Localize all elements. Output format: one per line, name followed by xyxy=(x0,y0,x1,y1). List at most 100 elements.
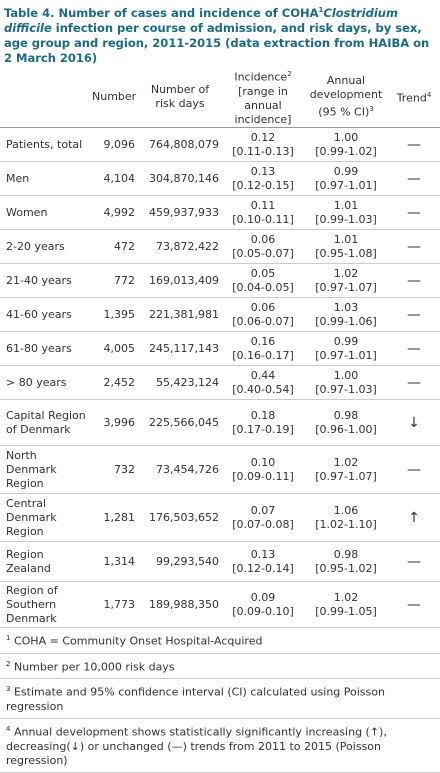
header-cell: Trend4 xyxy=(388,67,440,128)
cell-number: 1,281 xyxy=(90,493,138,542)
cell-incidence: 0.10 [0.09-0.11] xyxy=(222,445,304,494)
table-row: Region Zealand 1,314 99,293,540 0.13 [0.12-0… xyxy=(0,541,440,582)
annual-value: 0.99 xyxy=(333,164,359,178)
annual-ci: [0.99-1.03] xyxy=(315,212,377,226)
table-row: Capital Region of Denmark 3,996 225,566,04… xyxy=(0,399,440,446)
annual-value: 1.03 xyxy=(333,300,359,314)
incidence-value: 0.13 xyxy=(250,164,276,178)
annual-ci: [0.97-1.01] xyxy=(315,348,377,362)
annual-value: 1.01 xyxy=(333,232,359,246)
footnote-text: COHA = Community Onset Hospital-Acquired xyxy=(13,634,263,648)
header-cell: Number xyxy=(90,67,138,128)
row-label: 41-60 years xyxy=(0,297,90,332)
footnote-ref: 3 xyxy=(369,105,374,114)
incidence-value: 0.13 xyxy=(250,547,276,561)
annual-value: 1.06 xyxy=(333,503,359,517)
cell-risk-days: 169,013,409 xyxy=(138,263,222,298)
table-row: 21-40 years 772 169,013,409 0.05 [0.04-0.05]… xyxy=(0,263,440,298)
incidence-range: [0.05-0.07] xyxy=(232,246,294,260)
cell-incidence: 0.18 [0.17-0.19] xyxy=(222,399,304,446)
cell-annual: 1.01 [0.95-1.08] xyxy=(304,229,388,264)
cell-number: 2,452 xyxy=(90,365,138,400)
data-table: Number Number of risk days Incidence2 [ra… xyxy=(0,67,440,628)
cell-risk-days: 764,808,079 xyxy=(138,127,222,162)
cell-risk-days: 221,381,981 xyxy=(138,297,222,332)
incidence-range: [0.10-0.11] xyxy=(232,212,294,226)
annual-value: 0.98 xyxy=(333,408,359,422)
footnote-text: Number per 10,000 risk days xyxy=(13,660,175,674)
annual-ci: [0.96-1.00] xyxy=(315,422,377,436)
annual-ci: [0.99-1.02] xyxy=(315,144,377,158)
annual-value: 1.00 xyxy=(333,368,359,382)
footnote: 2 Number per 10,000 risk days xyxy=(0,654,440,680)
footnote-mark: 1 xyxy=(6,634,11,642)
incidence-value: 0.09 xyxy=(250,590,276,604)
table-row: 2-20 years 472 73,872,422 0.06 [0.05-0.07] 1.… xyxy=(0,229,440,264)
cell-trend: — xyxy=(388,541,440,582)
table-row: Men 4,104 304,870,146 0.13 [0.12-0.15] 0.99 [0… xyxy=(0,161,440,196)
cell-annual: 1.02 [0.97-1.07] xyxy=(304,263,388,298)
table-row: 61-80 years 4,005 245,117,143 0.16 [0.16-0.1… xyxy=(0,331,440,366)
header-text: [range in annual incidence] xyxy=(234,84,292,126)
annual-value: 0.98 xyxy=(333,547,359,561)
cell-trend: — xyxy=(388,127,440,162)
row-label: Central Denmark Region xyxy=(0,493,90,542)
annual-value: 1.02 xyxy=(333,266,359,280)
cell-number: 1,773 xyxy=(90,581,138,628)
incidence-value: 0.05 xyxy=(250,266,276,280)
title-text: Table 4. Number of cases and incidence o… xyxy=(4,5,319,20)
footnote-mark: 3 xyxy=(6,685,11,694)
table-row: > 80 years 2,452 55,423,124 0.44 [0.40-0.54]… xyxy=(0,365,440,400)
cell-annual: 0.99 [0.97-1.01] xyxy=(304,331,388,366)
table-body: Patients, total 9,096 764,808,079 0.12 [0.11… xyxy=(0,127,440,628)
cell-annual: 1.02 [0.99-1.05] xyxy=(304,581,388,628)
row-label: Capital Region of Denmark xyxy=(0,399,90,446)
title-italic: Clostridium difficile xyxy=(4,5,398,35)
cell-annual: 1.01 [0.99-1.03] xyxy=(304,195,388,230)
cell-number: 4,104 xyxy=(90,161,138,196)
cell-annual: 0.98 [0.96-1.00] xyxy=(304,399,388,446)
incidence-range: [0.12-0.14] xyxy=(232,561,294,575)
header-cell xyxy=(0,67,90,128)
cell-risk-days: 304,870,146 xyxy=(138,161,222,196)
cell-number: 9,096 xyxy=(90,127,138,162)
incidence-value: 0.06 xyxy=(250,232,276,246)
annual-ci: [0.95-1.08] xyxy=(315,246,377,260)
annual-ci: [0.97-1.07] xyxy=(315,469,377,483)
table-row: Central Denmark Region 1,281 176,503,652 0.… xyxy=(0,493,440,542)
cell-number: 732 xyxy=(90,445,138,494)
cell-risk-days: 225,566,045 xyxy=(138,399,222,446)
incidence-value: 0.16 xyxy=(250,334,276,348)
header-text: Number of risk days xyxy=(150,83,210,110)
incidence-range: [0.11-0.13] xyxy=(232,144,294,158)
incidence-value: 0.11 xyxy=(250,198,276,212)
annual-ci: [0.99-1.06] xyxy=(315,314,377,328)
footnote: 1 COHA = Community Onset Hospital-Acquir… xyxy=(0,628,440,654)
incidence-value: 0.12 xyxy=(250,130,276,144)
footnote: 3 Estimate and 95% confidence interval (… xyxy=(0,679,440,719)
cell-incidence: 0.06 [0.06-0.07] xyxy=(222,297,304,332)
cell-incidence: 0.12 [0.11-0.13] xyxy=(222,127,304,162)
header-cell: Number of risk days xyxy=(138,67,222,128)
cell-incidence: 0.13 [0.12-0.14] xyxy=(222,541,304,582)
footnote-ref: 2 xyxy=(287,70,292,79)
incidence-range: [0.16-0.17] xyxy=(232,348,294,362)
row-label: North Denmark Region xyxy=(0,445,90,494)
incidence-range: [0.17-0.19] xyxy=(232,422,294,436)
row-label: 61-80 years xyxy=(0,331,90,366)
annual-value: 1.01 xyxy=(333,198,359,212)
cell-trend: — xyxy=(388,263,440,298)
row-label: 2-20 years xyxy=(0,229,90,264)
cell-risk-days: 245,117,143 xyxy=(138,331,222,366)
header-cell: Incidence2 [range in annual incidence] xyxy=(222,67,304,128)
row-label: 21-40 years xyxy=(0,263,90,298)
incidence-range: [0.06-0.07] xyxy=(232,314,294,328)
cell-risk-days: 176,503,652 xyxy=(138,493,222,542)
table-row: Patients, total 9,096 764,808,079 0.12 [0.11… xyxy=(0,127,440,162)
header-text: Annual development (95 % CI) xyxy=(309,74,383,119)
annual-ci: [0.97-1.07] xyxy=(315,280,377,294)
cell-incidence: 0.11 [0.10-0.11] xyxy=(222,195,304,230)
header-text: Incidence xyxy=(234,70,288,84)
cell-number: 3,996 xyxy=(90,399,138,446)
incidence-value: 0.44 xyxy=(250,368,276,382)
